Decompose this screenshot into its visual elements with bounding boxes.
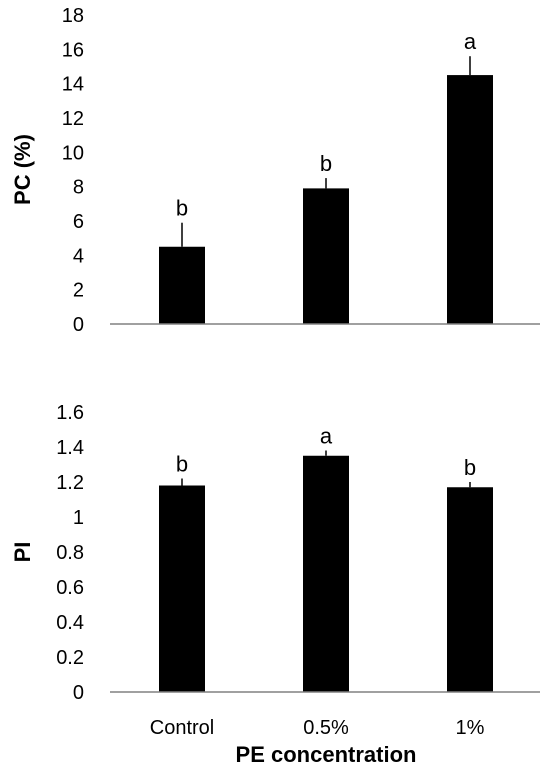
y-tick-label: 10 <box>62 142 84 164</box>
y-tick-label: 1.4 <box>56 437 84 459</box>
y-tick-label: 0.6 <box>56 577 84 599</box>
significance-letter: b <box>320 151 332 176</box>
bar <box>447 75 493 324</box>
significance-letter: b <box>464 455 476 480</box>
bar <box>447 487 493 692</box>
y-tick-label: 2 <box>73 280 84 302</box>
x-category-label: 1% <box>456 717 485 739</box>
y-tick-label: 6 <box>73 211 84 233</box>
significance-letter: b <box>176 196 188 221</box>
y-tick-label: 0 <box>73 682 84 704</box>
y-tick-label: 8 <box>73 177 84 199</box>
x-category-label: 0.5% <box>303 717 349 739</box>
pc-chart: 0 2 4 6 8 10 12 14 16 18 PC (%) b b a <box>10 5 540 336</box>
y-tick-label: 14 <box>62 74 84 96</box>
x-category-labels: Control 0.5% 1% <box>150 717 485 739</box>
y-axis-title: PI <box>10 542 35 563</box>
y-tick-label: 0.4 <box>56 612 84 634</box>
significance-letter: a <box>320 424 333 449</box>
x-axis-title: PE concentration <box>236 742 417 767</box>
y-axis-title: PC (%) <box>10 134 35 205</box>
y-tick-label: 18 <box>62 5 84 27</box>
x-category-label: Control <box>150 717 214 739</box>
significance-letter: a <box>464 29 477 54</box>
bar <box>159 485 205 692</box>
y-tick-label: 0.8 <box>56 542 84 564</box>
y-tick-label: 12 <box>62 108 84 130</box>
bar <box>303 188 349 324</box>
y-tick-label: 1.2 <box>56 472 84 494</box>
pi-chart: 0 0.2 0.4 0.6 0.8 1 1.2 1.4 1.6 PI b a b <box>10 402 540 704</box>
y-tick-label: 1.6 <box>56 402 84 424</box>
y-tick-label: 16 <box>62 39 84 61</box>
bar <box>303 455 349 692</box>
y-tick-label: 0.2 <box>56 647 84 669</box>
y-tick-label: 0 <box>73 314 84 336</box>
y-tick-label: 4 <box>73 245 84 267</box>
significance-letter: b <box>176 452 188 477</box>
y-tick-label: 1 <box>73 507 84 529</box>
bar <box>159 246 205 324</box>
